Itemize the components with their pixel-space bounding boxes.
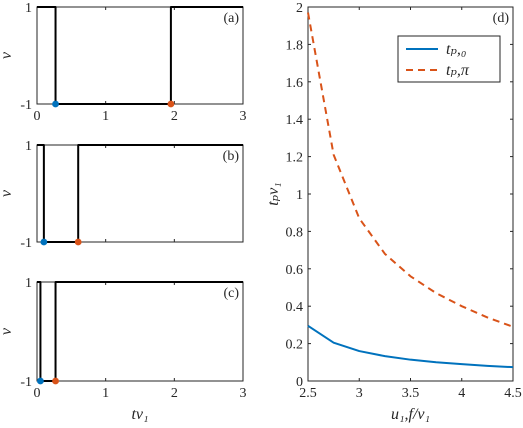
series-line-1 [307, 12, 514, 328]
y-tick-label: 0 [296, 375, 303, 390]
panel-label: (d) [493, 11, 510, 26]
marker-orange [52, 377, 59, 385]
y-tick-label: 0.8 [286, 225, 304, 240]
y-tick-label: -1 [20, 98, 32, 113]
marker-orange [167, 100, 175, 108]
y-tick-label: 1.8 [286, 38, 304, 53]
x-tick-label: 4 [458, 386, 465, 401]
panel-label: (b) [223, 149, 240, 164]
x-tick-label: 1 [102, 109, 109, 124]
x-tick-label: 1 [102, 386, 109, 401]
y-tick-label: 1 [296, 188, 303, 203]
y-tick-label: 1.6 [286, 76, 304, 91]
signal-line [37, 6, 243, 105]
x-axis-label: u₁,f/ν₁ [391, 406, 430, 423]
x-axis-label: tν₁ [131, 406, 148, 423]
y-tick-label: 0.6 [286, 263, 304, 278]
y-tick-label: 1.2 [286, 151, 304, 166]
panel-label: (c) [223, 286, 239, 301]
x-tick-label: 2 [171, 386, 178, 401]
axes-frame [36, 281, 244, 382]
axes-frame [36, 144, 244, 243]
y-axis-label: ν [0, 327, 15, 335]
y-tick-label: 1 [25, 1, 32, 16]
panel-d: 2.5 3 3.5 4 4.5 0 0.2 0.4 0.6 0.8 1 1.2 1.4 1.6 1.8 2 (d… [265, 1, 522, 423]
marker-blue [40, 238, 48, 246]
marker-blue [37, 377, 44, 385]
marker-orange [74, 238, 82, 246]
y-axis-label: tₚν₁ [265, 182, 282, 206]
y-tick-label: 1 [25, 139, 32, 154]
signal-line [37, 281, 243, 382]
x-tick-label: 2 [171, 109, 178, 124]
y-tick-label: 1.4 [286, 113, 304, 128]
axes-frame [36, 6, 244, 105]
panel-b: -1 1 (b) ν [0, 139, 244, 251]
x-tick-label: 3 [240, 386, 247, 401]
x-tick-label: 4.5 [504, 386, 522, 401]
series-line-0 [307, 324, 514, 369]
signal-line [37, 144, 243, 243]
x-tick-label: 0 [34, 109, 41, 124]
y-tick-label: 2 [296, 1, 303, 16]
x-tick-label: 3 [356, 386, 363, 401]
y-tick-label: 1 [25, 276, 32, 291]
legend-entry: tₚ,₀ [446, 41, 466, 58]
x-tick-label: 3.5 [402, 386, 420, 401]
y-tick-label: -1 [20, 236, 32, 251]
panel-c: 0 1 2 3 -1 1 (c) ν tν₁ [0, 276, 247, 423]
legend-entry: tₚ,π [446, 62, 470, 79]
legend: tₚ,₀ tₚ,π [397, 35, 501, 83]
marker-blue [52, 100, 59, 108]
y-tick-label: 0.4 [286, 300, 304, 315]
legend-box [397, 35, 501, 83]
x-tick-label: 3 [240, 109, 247, 124]
y-tick-label: -1 [20, 375, 32, 390]
y-axis-label: ν [0, 51, 15, 59]
y-axis-label: ν [0, 189, 15, 197]
x-tick-label: 0 [34, 386, 41, 401]
panel-a: 0 1 2 3 -1 1 (a) ν [0, 1, 247, 124]
x-tick-label: 2.5 [299, 386, 317, 401]
y-tick-label: 0.2 [286, 338, 304, 353]
panel-label: (a) [223, 11, 239, 26]
